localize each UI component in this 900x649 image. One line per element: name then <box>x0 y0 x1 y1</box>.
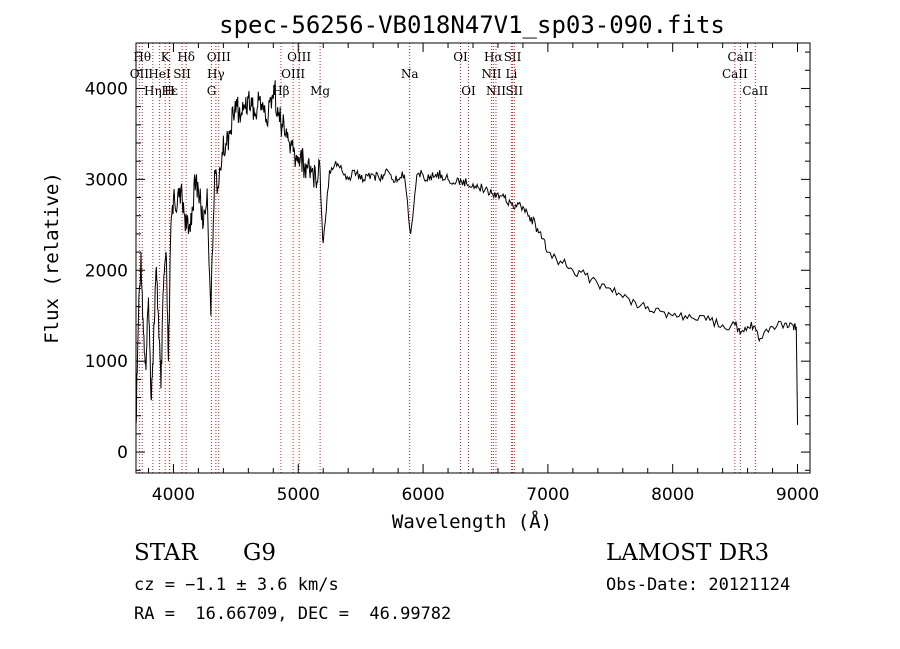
spectral-line-label: Hδ <box>177 50 195 64</box>
spectral-line-label: SII <box>173 67 191 81</box>
plot-frame <box>135 42 811 474</box>
spectral-line-label: H <box>164 84 174 98</box>
survey-name: LAMOST DR3 <box>606 540 769 566</box>
spectral-line-label: Hβ <box>272 84 289 98</box>
spectral-line-label: Hα <box>484 50 503 64</box>
y-tick-label: 4000 <box>85 79 128 99</box>
spectral-line-label: Mg <box>310 84 330 98</box>
x-tick-label: 9000 <box>776 485 819 505</box>
coordinates-readout: RA = 16.66709, DEC = 46.99782 <box>134 604 451 624</box>
spectral-line-label: OI <box>453 50 468 64</box>
spectral-line-label: NII <box>481 67 501 81</box>
spectral-line-label: OIII <box>287 50 311 64</box>
x-axis-label: Wavelength (Å) <box>392 510 552 533</box>
spectral-line-label: CaII <box>742 84 768 98</box>
x-axis-ticks: 4000 5000 6000 7000 8000 9000 <box>147 43 819 505</box>
y-axis-ticks: 0 1000 2000 3000 4000 <box>85 51 810 471</box>
spectrum-line <box>135 80 799 425</box>
series-layer <box>135 80 799 425</box>
x-tick-label: 6000 <box>401 485 444 505</box>
chart-title: spec-56256-VB018N47V1_sp03-090.fits <box>219 11 725 39</box>
spectral-line-label: OIII <box>207 50 231 64</box>
y-axis-label: Flux (relative) <box>41 172 63 344</box>
x-tick-label: 7000 <box>526 485 569 505</box>
spectral-line-label: K <box>161 50 171 64</box>
y-tick-label: 3000 <box>85 170 128 190</box>
spectral-line-label: Hθ <box>133 50 151 64</box>
spectral-line-label: OI <box>461 84 476 98</box>
spectral-line-label: Li <box>506 67 518 81</box>
spectral-line-label: Hγ <box>207 67 225 81</box>
spectral-line-label: OII <box>130 67 150 81</box>
spectral-line-label: NII <box>486 84 506 98</box>
velocity-readout: cz = −1.1 ± 3.6 km/s <box>134 575 339 595</box>
spectral-line-label: SII <box>505 84 523 98</box>
spectral-line-label: CaII <box>727 50 753 64</box>
spectral-line-label: HeI <box>148 67 171 81</box>
y-tick-label: 2000 <box>85 261 128 281</box>
spectral-line-label: G <box>207 84 217 98</box>
x-tick-label: 4000 <box>152 485 195 505</box>
spectral-line-label: SII <box>504 50 522 64</box>
spectral-line-label: OIII <box>281 67 305 81</box>
object-subclass: G9 <box>243 540 276 566</box>
spectral-line-label: Hη <box>144 84 162 98</box>
object-class: STAR <box>134 540 198 566</box>
y-tick-label: 0 <box>117 443 128 463</box>
observation-date: Obs-Date: 20121124 <box>606 575 790 595</box>
x-tick-label: 5000 <box>277 485 320 505</box>
x-tick-label: 8000 <box>651 485 694 505</box>
spectral-line-label: Na <box>401 67 419 81</box>
y-tick-label: 1000 <box>85 352 128 372</box>
spectral-line-label: CaII <box>722 67 748 81</box>
